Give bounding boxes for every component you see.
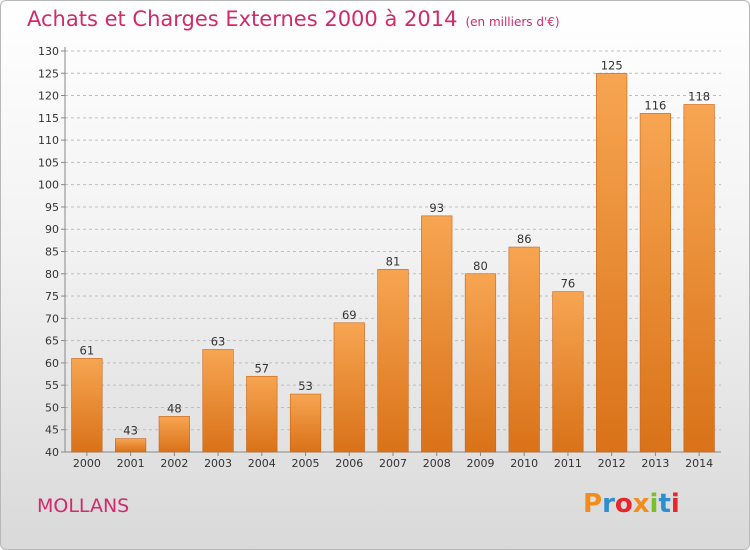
y-tick-label: 90 xyxy=(45,223,59,236)
logo-letter: r xyxy=(602,489,615,519)
data-label: 80 xyxy=(473,259,488,273)
data-label: 63 xyxy=(211,335,226,349)
x-tick-label: 2011 xyxy=(554,457,582,470)
y-tick-label: 130 xyxy=(38,45,59,58)
bar xyxy=(552,291,584,453)
logo-letter: i xyxy=(649,489,659,519)
data-label: 53 xyxy=(298,379,313,393)
data-label: 81 xyxy=(386,254,401,268)
logo-letter: x xyxy=(632,489,650,519)
logo-letter: o xyxy=(614,489,633,519)
data-label: 116 xyxy=(644,98,666,112)
x-tick-label: 2012 xyxy=(598,457,626,470)
y-tick-label: 100 xyxy=(38,179,59,192)
y-tick-label: 85 xyxy=(45,246,59,259)
x-tick-label: 2013 xyxy=(641,457,669,470)
x-tick-label: 2003 xyxy=(204,457,232,470)
data-label: 125 xyxy=(601,58,623,72)
bar xyxy=(114,438,147,453)
x-tick-label: 2009 xyxy=(466,457,494,470)
y-tick-label: 70 xyxy=(45,312,59,325)
bar xyxy=(639,113,672,453)
y-tick-label: 125 xyxy=(38,67,59,80)
bar xyxy=(683,104,715,453)
city-name: MOLLANS xyxy=(37,495,130,517)
y-tick-label: 105 xyxy=(38,156,59,169)
bar xyxy=(202,349,234,453)
data-label: 48 xyxy=(167,401,182,415)
x-tick-label: 2010 xyxy=(510,457,538,470)
x-tick-label: 2007 xyxy=(379,457,407,470)
logo-letter: P xyxy=(583,489,603,519)
x-tick-label: 2005 xyxy=(292,457,320,470)
y-tick-label: 60 xyxy=(45,357,59,370)
bar xyxy=(596,72,628,453)
bar xyxy=(246,375,278,453)
x-tick-label: 2008 xyxy=(423,457,451,470)
data-label: 69 xyxy=(342,308,357,322)
y-tick-label: 95 xyxy=(45,201,59,214)
bar xyxy=(464,273,497,453)
data-label: 86 xyxy=(517,232,532,246)
y-tick-label: 40 xyxy=(45,446,59,459)
y-tick-label: 110 xyxy=(38,134,59,147)
logo-letter: t xyxy=(658,489,671,519)
y-tick-label: 115 xyxy=(38,112,59,125)
y-tick-label: 65 xyxy=(45,335,59,348)
chart-title: Achats et Charges Externes 2000 à 2014 (e… xyxy=(27,7,560,31)
data-label: 118 xyxy=(688,89,710,103)
data-label: 43 xyxy=(123,424,138,438)
x-tick-label: 2014 xyxy=(685,457,713,470)
bar xyxy=(158,416,190,453)
x-tick-label: 2001 xyxy=(117,457,145,470)
y-tick-label: 55 xyxy=(45,379,59,392)
bar xyxy=(508,246,540,453)
y-tick-label: 120 xyxy=(38,90,59,103)
x-tick-label: 2006 xyxy=(335,457,363,470)
logo-letter: i xyxy=(670,489,680,519)
y-tick-label: 75 xyxy=(45,290,59,303)
bar xyxy=(289,393,322,453)
proxiti-logo: Proxiti xyxy=(583,489,680,519)
chart-title-text: Achats et Charges Externes 2000 à 2014 xyxy=(27,7,458,31)
y-tick-label: 80 xyxy=(45,268,59,281)
data-label: 61 xyxy=(80,343,95,357)
bar xyxy=(333,322,365,453)
chart-unit: (en milliers d'€) xyxy=(465,15,560,29)
x-tick-label: 2004 xyxy=(248,457,276,470)
y-tick-label: 50 xyxy=(45,401,59,414)
bar xyxy=(421,215,453,453)
x-tick-label: 2000 xyxy=(73,457,101,470)
y-tick-label: 45 xyxy=(45,424,59,437)
data-label: 76 xyxy=(561,277,576,291)
x-tick-label: 2002 xyxy=(160,457,188,470)
data-label: 93 xyxy=(429,201,444,215)
bar xyxy=(377,269,409,453)
bar xyxy=(71,358,103,453)
data-label: 57 xyxy=(254,361,269,375)
